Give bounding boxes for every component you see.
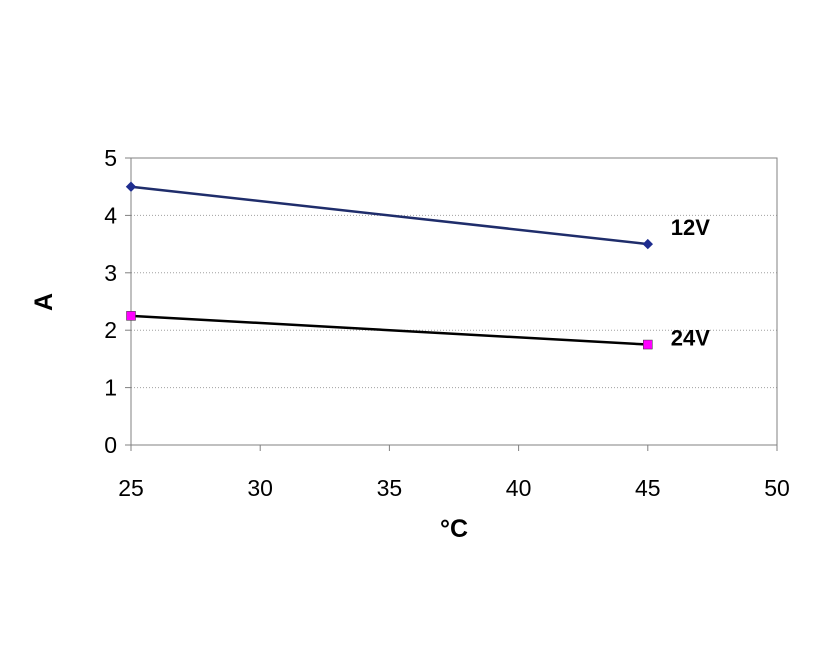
x-tick-label: 45: [635, 475, 661, 501]
data-point-12V: [125, 181, 137, 192]
x-tick-label: 35: [377, 475, 403, 501]
x-axis-title: °C: [440, 515, 468, 543]
series-line-24V: [130, 314, 648, 346]
x-tick-label: 50: [764, 475, 790, 501]
x-tick-label: 30: [247, 475, 273, 501]
plot-area: [130, 157, 778, 446]
y-tick-label: 4: [104, 202, 117, 228]
y-tick-label: 1: [104, 375, 117, 401]
data-point-24V: [126, 311, 136, 321]
x-tick-label: 25: [118, 475, 144, 501]
series-label-12V: 12V: [671, 215, 710, 240]
y-tick-label: 2: [104, 317, 117, 343]
y-tick-label: 0: [104, 432, 117, 458]
data-point-12V: [642, 238, 654, 250]
series-line-12V: [130, 185, 648, 246]
y-axis-title: A: [30, 293, 58, 311]
x-tick-label: 40: [506, 475, 532, 501]
series-layer: 12V 24V: [125, 181, 710, 351]
y-tick-label: 5: [104, 145, 117, 171]
y-tick-label: 3: [104, 260, 117, 286]
grid-layer: [131, 214, 777, 389]
data-point-24V: [643, 339, 653, 350]
series-label-24V: 24V: [671, 326, 710, 351]
